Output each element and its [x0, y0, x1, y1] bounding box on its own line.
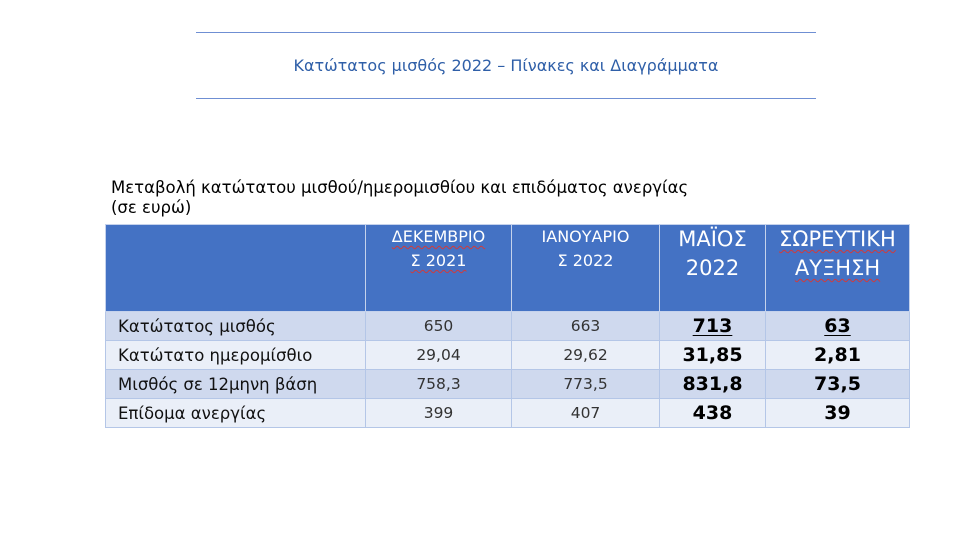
header-may-line1: ΜΑΪΟΣ — [678, 227, 747, 251]
table-row: Κατώτατο ημερομίσθιο 29,04 29,62 31,85 2… — [105, 340, 910, 370]
header-may-2022: ΜΑΪΟΣ 2022 — [659, 224, 766, 312]
header-blank — [105, 224, 366, 312]
header-december-line2: Σ 2021 — [410, 251, 467, 270]
cell-cumulative: 39 — [765, 398, 910, 428]
cell-jan-2022: 663 — [511, 311, 660, 341]
cell-may-2022-value: 713 — [692, 315, 733, 337]
cell-dec-2021: 758,3 — [365, 369, 512, 399]
cell-may-2022: 438 — [659, 398, 766, 428]
minimum-wage-table: ΔΕΚΕΜΒΡΙΟ Σ 2021 ΙΑΝΟΥΑΡΙΟ Σ 2022 ΜΑΪΟΣ … — [105, 224, 910, 428]
title-bottom-rule — [196, 98, 816, 99]
cell-cumulative: 63 — [765, 311, 910, 341]
cell-jan-2022: 407 — [511, 398, 660, 428]
header-cumulative-increase: ΣΩΡΕΥΤΙΚΗ ΑΥΞΗΣΗ — [765, 224, 910, 312]
cell-may-2022: 831,8 — [659, 369, 766, 399]
cell-jan-2022: 29,62 — [511, 340, 660, 370]
cell-dec-2021: 650 — [365, 311, 512, 341]
row-label: Μισθός σε 12μηνη βάση — [105, 369, 366, 399]
cell-may-2022: 31,85 — [659, 340, 766, 370]
header-cumulative-text: ΣΩΡΕΥΤΙΚΗ ΑΥΞΗΣΗ — [779, 227, 896, 280]
header-december-2021: ΔΕΚΕΜΒΡΙΟ Σ 2021 — [365, 224, 512, 312]
table-row: Μισθός σε 12μηνη βάση 758,3 773,5 831,8 … — [105, 369, 910, 399]
header-may-line2: 2022 — [685, 256, 740, 280]
row-label: Κατώτατο ημερομίσθιο — [105, 340, 366, 370]
row-label: Επίδομα ανεργίας — [105, 398, 366, 428]
cell-cumulative-value: 63 — [824, 315, 851, 337]
table-caption: Μεταβολή κατώτατου μισθού/ημερομισθίου κ… — [111, 178, 871, 218]
title-top-rule — [196, 32, 816, 33]
header-january-line1: ΙΑΝΟΥΑΡΙΟ — [541, 227, 630, 246]
header-january-2022: ΙΑΝΟΥΑΡΙΟ Σ 2022 — [511, 224, 660, 312]
cell-cumulative: 73,5 — [765, 369, 910, 399]
table-row: Κατώτατος μισθός 650 663 713 63 — [105, 311, 910, 341]
cell-may-2022: 713 — [659, 311, 766, 341]
document-title: Κατώτατος μισθός 2022 – Πίνακες και Διαγ… — [293, 56, 719, 75]
table-caption-line2: (σε ευρώ) — [111, 198, 192, 217]
table-caption-line1: Μεταβολή κατώτατου μισθού/ημερομισθίου κ… — [111, 178, 689, 197]
table-header-row: ΔΕΚΕΜΒΡΙΟ Σ 2021 ΙΑΝΟΥΑΡΙΟ Σ 2022 ΜΑΪΟΣ … — [105, 224, 910, 312]
cell-jan-2022: 773,5 — [511, 369, 660, 399]
header-december-line1: ΔΕΚΕΜΒΡΙΟ — [391, 227, 486, 246]
cell-dec-2021: 399 — [365, 398, 512, 428]
row-label: Κατώτατος μισθός — [105, 311, 366, 341]
cell-dec-2021: 29,04 — [365, 340, 512, 370]
table-row: Επίδομα ανεργίας 399 407 438 39 — [105, 398, 910, 428]
cell-cumulative: 2,81 — [765, 340, 910, 370]
header-january-line2: Σ 2022 — [557, 251, 614, 270]
